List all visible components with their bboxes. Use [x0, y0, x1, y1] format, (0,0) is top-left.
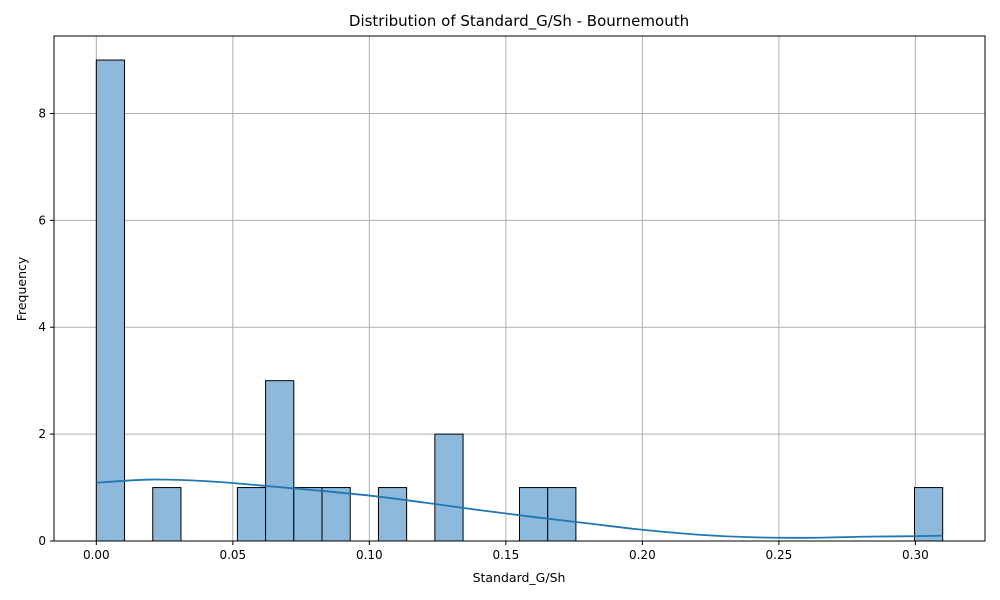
y-axis-ticks: 0 2 4 6 8: [38, 106, 54, 548]
histogram-bar: [265, 380, 295, 542]
x-axis-label: Standard_G/Sh: [473, 570, 566, 585]
histogram-bar: [293, 487, 323, 542]
histogram-bar: [547, 487, 577, 542]
y-axis-label: Frequency: [14, 256, 29, 321]
histogram-bar: [519, 487, 549, 542]
chart-title: Distribution of Standard_G/Sh - Bournemo…: [349, 12, 689, 31]
x-tick-label: 0.25: [766, 548, 793, 562]
histogram-bar: [152, 487, 182, 542]
grid-lines: [54, 36, 985, 542]
y-tick-label: 2: [38, 427, 46, 441]
kde-curve: [96, 478, 943, 539]
histogram-bar: [913, 487, 944, 542]
x-tick-label: 0.10: [356, 548, 383, 562]
y-tick-label: 0: [38, 534, 46, 548]
y-tick-label: 6: [38, 213, 46, 227]
histogram-bars: [95, 59, 944, 542]
histogram-bar: [236, 487, 267, 542]
x-tick-label: 0.00: [83, 548, 110, 562]
histogram-bar: [95, 59, 126, 542]
plot-frame: [53, 35, 986, 542]
histogram-bar: [377, 487, 408, 542]
x-tick-label: 0.15: [492, 548, 519, 562]
histogram-bar: [321, 487, 351, 542]
histogram-bar: [434, 433, 464, 542]
x-tick-label: 0.05: [219, 548, 246, 562]
x-axis-ticks: 0.00 0.05 0.10 0.15 0.20 0.25 0.30: [83, 541, 929, 562]
x-tick-label: 0.30: [902, 548, 929, 562]
x-tick-label: 0.20: [629, 548, 656, 562]
y-tick-label: 8: [38, 106, 46, 120]
y-tick-label: 4: [38, 320, 46, 334]
